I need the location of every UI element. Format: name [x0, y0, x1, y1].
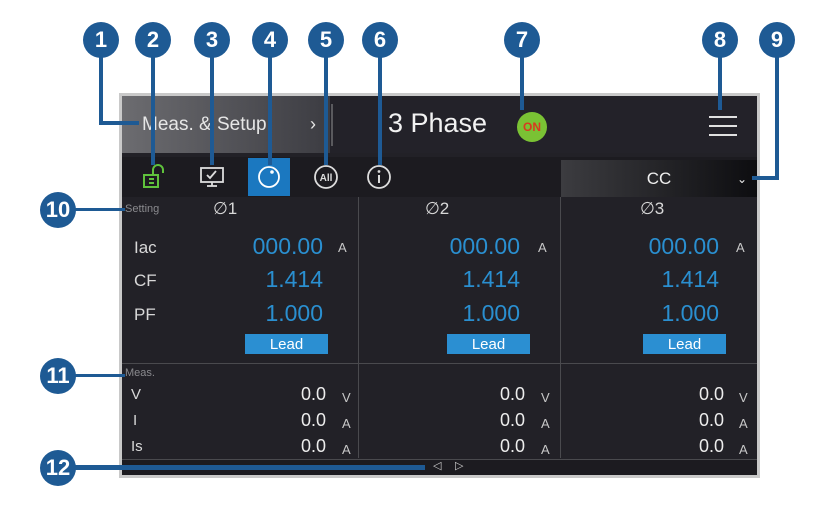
chevron-right-icon: ›	[310, 114, 316, 134]
phase-3-i-unit: A	[739, 416, 748, 431]
phase-1-is-meas: 0.0	[300, 436, 326, 456]
row-label-cf: CF	[134, 271, 157, 290]
callout-line-10	[75, 208, 125, 211]
callout-10: 10	[40, 192, 76, 228]
callout-12: 12	[40, 450, 76, 486]
phase-1-iac-value[interactable]: 000.00	[252, 233, 323, 259]
callout-3: 3	[194, 22, 230, 58]
callout-line-11	[75, 374, 125, 377]
phase-3-pf-value[interactable]: 1.000	[661, 300, 719, 326]
phase-2-header: ∅2	[425, 199, 450, 218]
callout-7: 7	[504, 22, 540, 58]
info-icon[interactable]	[358, 158, 400, 196]
row-label-i: I	[133, 412, 138, 429]
callout-4: 4	[252, 22, 288, 58]
phase-1-i-meas: 0.0	[300, 410, 326, 430]
callout-11: 11	[40, 358, 76, 394]
phase-2-iac-value[interactable]: 000.00	[449, 233, 520, 259]
column-divider	[358, 197, 359, 458]
setting-label: Setting	[125, 203, 160, 215]
phase-3-cf-value[interactable]: 1.414	[661, 266, 719, 292]
callout-line-4	[268, 55, 272, 165]
mode-select-value: CC	[646, 168, 672, 188]
row-label-v: V	[131, 386, 142, 403]
phase-3-is-meas: 0.0	[698, 436, 724, 456]
output-on-button[interactable]: ON	[517, 112, 547, 142]
callout-line-9	[752, 176, 778, 180]
hamburger-icon[interactable]	[709, 116, 737, 136]
callout-line-6	[378, 55, 382, 165]
callout-1: 1	[83, 22, 119, 58]
callout-line-2	[151, 55, 155, 165]
next-page-icon[interactable]: ▷	[455, 460, 464, 472]
callout-line-3	[210, 55, 214, 165]
all-icon[interactable]: All	[305, 158, 347, 196]
phase-2-pf-value[interactable]: 1.000	[462, 300, 520, 326]
phase-3-iac-value[interactable]: 000.00	[648, 233, 719, 259]
phase-3-iac-unit: A	[736, 240, 745, 255]
phase-3-v-unit: V	[739, 390, 748, 405]
callout-line-5	[324, 55, 328, 165]
chevron-down-icon: ⌄	[736, 171, 747, 186]
meas-setup-button[interactable]: Meas. & Setup ›	[122, 96, 330, 153]
phase-1-v-meas: 0.0	[300, 384, 326, 404]
callout-line-1	[99, 121, 139, 125]
phase-3-lead-button[interactable]: Lead	[643, 334, 726, 354]
svg-text:All: All	[320, 173, 333, 184]
phase-1-pf-value[interactable]: 1.000	[265, 300, 323, 326]
phase-3-header: ∅3	[640, 199, 665, 218]
phase-3-i-meas: 0.0	[698, 410, 724, 430]
phase-2-is-unit: A	[541, 442, 550, 457]
callout-line-9	[775, 55, 779, 180]
callout-9: 9	[759, 22, 795, 58]
phase-2-iac-unit: A	[538, 240, 547, 255]
callout-line-1	[99, 55, 103, 123]
monitor-check-icon[interactable]	[191, 158, 233, 196]
phase-2-i-meas: 0.0	[499, 410, 525, 430]
phase-3-is-unit: A	[739, 442, 748, 457]
phase-2-v-unit: V	[541, 390, 550, 405]
prev-page-icon[interactable]: ◁	[433, 460, 442, 472]
page-title: 3 Phase	[388, 108, 488, 138]
page-nav-bar	[122, 459, 757, 475]
phase-1-iac-unit: A	[338, 240, 347, 255]
mode-select-dropdown[interactable]: CC ⌄	[561, 160, 757, 197]
divider	[331, 104, 333, 146]
phase-1-lead-button[interactable]: Lead	[245, 334, 328, 354]
phase-1-is-unit: A	[342, 442, 351, 457]
phase-3-v-meas: 0.0	[698, 384, 724, 404]
phase-2-cf-value[interactable]: 1.414	[462, 266, 520, 292]
column-divider	[560, 197, 561, 458]
callout-line-8	[718, 55, 722, 110]
phase-2-lead-button[interactable]: Lead	[447, 334, 530, 354]
unlock-icon[interactable]	[133, 158, 175, 196]
phase-2-is-meas: 0.0	[499, 436, 525, 456]
callout-line-12	[75, 465, 425, 470]
callout-5: 5	[308, 22, 344, 58]
row-label-iac: Iac	[134, 238, 157, 257]
callout-6: 6	[362, 22, 398, 58]
phase-2-i-unit: A	[541, 416, 550, 431]
callout-2: 2	[135, 22, 171, 58]
phase-1-i-unit: A	[342, 416, 351, 431]
row-label-pf: PF	[134, 305, 156, 324]
meas-label: Meas.	[125, 367, 155, 379]
phase-1-cf-value[interactable]: 1.414	[265, 266, 323, 292]
phase-2-v-meas: 0.0	[499, 384, 525, 404]
callout-8: 8	[702, 22, 738, 58]
callout-line-7	[520, 55, 524, 110]
phase-1-header: ∅1	[213, 199, 238, 218]
section-divider	[122, 363, 757, 364]
phase-1-v-unit: V	[342, 390, 351, 405]
row-label-is: Is	[131, 438, 143, 455]
mode-label: Meas. & Setup	[142, 113, 267, 135]
